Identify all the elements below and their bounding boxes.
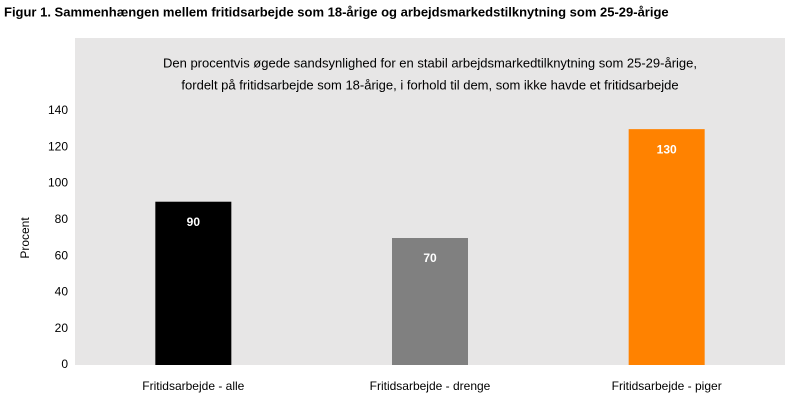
value-label: 130 xyxy=(657,142,677,156)
y-axis-label: Procent xyxy=(18,217,32,259)
bar xyxy=(628,129,705,365)
y-tick-label: 80 xyxy=(55,212,69,226)
value-label: 70 xyxy=(423,251,437,265)
y-tick-label: 40 xyxy=(55,285,69,299)
bar xyxy=(392,238,468,365)
x-tick-label: Fritidsarbejde - alle xyxy=(142,379,244,393)
y-tick-label: 0 xyxy=(61,357,68,371)
x-tick-label: Fritidsarbejde - drenge xyxy=(370,379,491,393)
y-tick-label: 60 xyxy=(55,248,69,262)
y-tick-label: 140 xyxy=(48,103,68,117)
x-tick-label: Fritidsarbejde - piger xyxy=(612,379,722,393)
value-label: 90 xyxy=(187,215,201,229)
chart-title: Figur 1. Sammenhængen mellem fritidsarbe… xyxy=(4,4,669,19)
y-tick-label: 120 xyxy=(48,139,68,153)
subtitle: Den procentvis øgede sandsynlighed for e… xyxy=(163,55,697,70)
y-tick-label: 20 xyxy=(55,321,69,335)
y-tick-label: 100 xyxy=(48,176,68,190)
bar xyxy=(155,201,232,365)
subtitle: fordelt på fritidsarbejde som 18-årige, … xyxy=(181,77,678,92)
